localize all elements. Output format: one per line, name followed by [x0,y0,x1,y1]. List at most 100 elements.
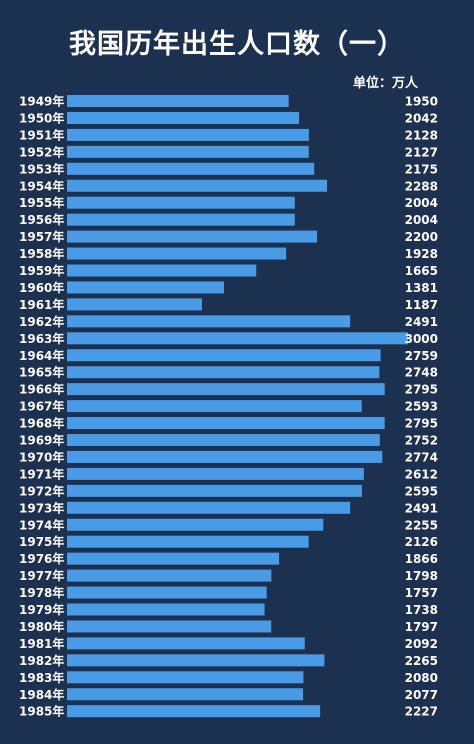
year-label: 1969年 [19,433,64,448]
year-label: 1984年 [19,687,64,702]
bar [67,467,364,480]
bar [67,264,257,277]
value-label: 2774 [405,450,438,464]
year-label: 1971年 [19,466,64,481]
year-label: 1961年 [19,297,64,312]
bar [67,196,295,209]
bar [67,535,309,548]
value-label: 2593 [405,400,438,414]
bar [67,671,304,684]
bar [67,417,385,430]
year-label: 1975年 [19,534,64,549]
value-label: 1798 [405,569,438,583]
year-label: 1950年 [19,110,64,125]
year-label: 1976年 [19,551,64,566]
chart-title: 我国历年出生人口数（一） [69,29,405,60]
value-label: 2612 [405,467,438,481]
year-label: 1985年 [19,704,64,719]
value-label: 2126 [405,535,438,549]
value-label: 2092 [405,637,438,651]
bar [67,654,325,667]
year-label: 1973年 [19,500,64,515]
value-label: 2200 [405,230,438,244]
value-label: 2255 [405,518,438,532]
value-label: 2595 [405,484,438,498]
year-label: 1953年 [19,161,64,176]
value-label: 2127 [405,145,438,159]
value-label: 2795 [405,417,438,431]
year-label: 1965年 [19,365,64,380]
bar [67,145,309,158]
value-label: 2491 [405,501,438,515]
value-label: 2042 [405,111,438,125]
unit-label: 单位：万人 [352,76,418,91]
year-label: 1980年 [19,619,64,634]
bar [67,501,351,514]
value-label: 1797 [405,620,438,634]
value-label: 1738 [405,603,438,617]
bar [67,434,380,446]
bar [67,620,272,633]
year-label: 1955年 [19,195,64,210]
bar [67,637,305,650]
value-label: 1950 [405,95,438,109]
year-label: 1956年 [19,212,64,227]
value-label: 2265 [405,654,438,668]
bar [67,484,362,497]
value-label: 3000 [405,332,438,346]
year-label: 1974年 [19,517,64,532]
value-label: 1665 [405,264,438,278]
value-label: 2004 [405,213,438,227]
year-label: 1951年 [19,127,64,142]
value-label: 1381 [405,281,438,295]
bar [67,95,289,107]
year-label: 1958年 [19,246,64,261]
bar [67,281,224,294]
year-label: 1983年 [19,670,64,685]
year-label: 1964年 [19,348,64,363]
bar [67,603,265,616]
year-label: 1952年 [19,144,64,159]
year-label: 1962年 [19,314,64,329]
value-label: 2227 [405,705,438,719]
bar [67,315,351,328]
year-label: 1949年 [19,94,64,109]
bar [67,247,287,260]
bar [67,179,328,192]
bar [67,349,381,362]
year-label: 1979年 [19,602,64,617]
year-label: 1970年 [19,449,64,464]
year-label: 1959年 [19,263,64,278]
value-label: 2759 [405,349,438,363]
bar [67,705,321,718]
bar [67,366,380,379]
value-label: 2491 [405,315,438,329]
value-label: 2077 [405,688,438,702]
bar [67,111,300,124]
bar [67,162,315,175]
year-label: 1963年 [19,331,64,346]
bar [67,586,267,599]
year-label: 1977年 [19,568,64,583]
bar [67,552,280,565]
bar [67,518,324,531]
value-label: 1866 [405,552,438,566]
year-label: 1966年 [19,382,64,397]
year-label: 1957年 [19,229,64,244]
bar [67,332,408,345]
year-label: 1982年 [19,653,64,668]
value-label: 2752 [405,434,438,448]
bar [67,230,318,243]
value-label: 2080 [405,671,438,685]
value-label: 2748 [405,366,438,380]
value-label: 1187 [405,298,438,312]
year-label: 1960年 [19,280,64,295]
value-label: 2128 [405,128,438,142]
bar [67,213,295,226]
bar [67,128,309,141]
bar [67,450,383,463]
value-label: 2795 [405,383,438,397]
bar [67,298,202,311]
year-label: 1967年 [19,399,64,414]
